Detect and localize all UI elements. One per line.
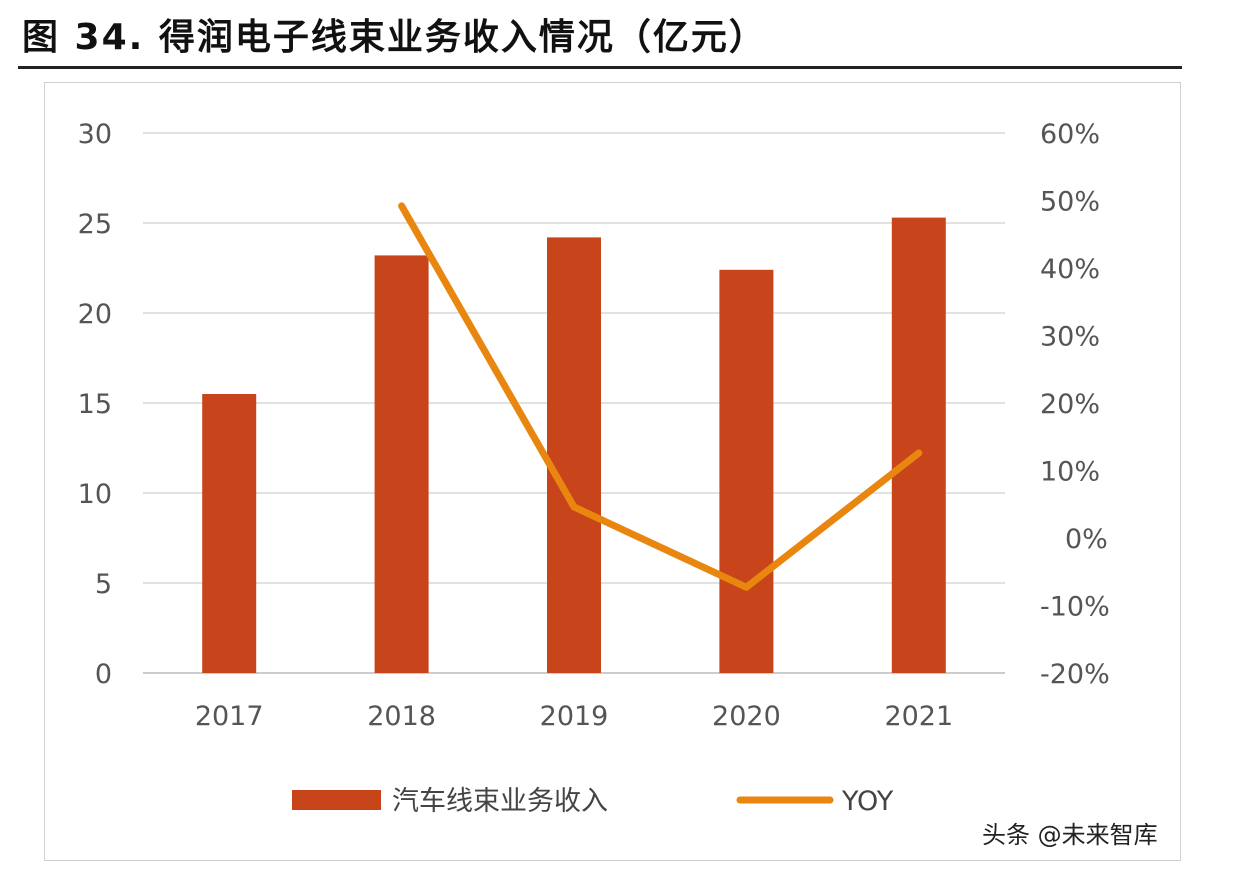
- right-tick-label: -10%: [1040, 592, 1110, 623]
- x-tick-label: 2018: [367, 701, 436, 732]
- left-tick-label: 25: [78, 209, 112, 240]
- bar-2017: [202, 394, 257, 673]
- left-tick-label: 15: [78, 389, 112, 420]
- watermark: 头条 @未来智库: [982, 821, 1158, 849]
- bar-2020: [719, 269, 774, 673]
- yoy-line: [398, 202, 923, 591]
- left-tick-label: 5: [95, 569, 112, 600]
- x-tick-label: 2017: [195, 701, 264, 732]
- x-tick-label: 2019: [540, 701, 609, 732]
- title-divider: [18, 66, 1182, 69]
- right-tick-label: 60%: [1040, 119, 1100, 150]
- right-tick-label: 40%: [1040, 254, 1100, 285]
- legend-label-revenue: 汽车线束业务收入: [392, 786, 608, 817]
- right-tick-label: 30%: [1040, 322, 1100, 353]
- x-tick-label: 2020: [712, 701, 781, 732]
- left-tick-label: 30: [78, 119, 112, 150]
- left-tick-label: 0: [95, 659, 112, 690]
- legend-swatch-revenue: [292, 790, 381, 810]
- right-tick-label: 0%: [1065, 524, 1108, 555]
- right-tick-label: 50%: [1040, 187, 1100, 218]
- left-tick-label: 10: [78, 479, 112, 510]
- right-tick-label: 20%: [1040, 389, 1100, 420]
- chart-title: 图 34. 得润电子线束业务收入情况（亿元）: [22, 17, 767, 58]
- chart-frame: [44, 82, 1181, 861]
- yoy-point-2020: [745, 586, 748, 589]
- yoy-point-2018: [400, 204, 403, 207]
- yoy-point-2021: [917, 451, 920, 454]
- left-tick-label: 20: [78, 299, 112, 330]
- legend-label-yoy: YOY: [841, 786, 894, 817]
- bar-2018: [374, 255, 429, 673]
- x-tick-label: 2021: [884, 701, 953, 732]
- yoy-point-2019: [573, 505, 575, 508]
- right-tick-label: 10%: [1040, 457, 1100, 488]
- right-tick-label: -20%: [1040, 659, 1110, 690]
- bar-2021: [891, 217, 946, 673]
- bar-2019: [547, 237, 601, 673]
